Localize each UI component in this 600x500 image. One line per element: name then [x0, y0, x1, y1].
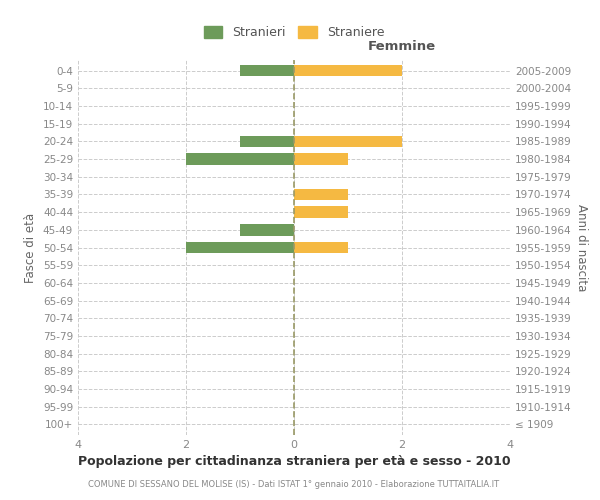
Bar [240, 224, 294, 235]
Bar [294, 136, 402, 147]
Bar [294, 154, 348, 165]
Text: COMUNE DI SESSANO DEL MOLISE (IS) - Dati ISTAT 1° gennaio 2010 - Elaborazione TU: COMUNE DI SESSANO DEL MOLISE (IS) - Dati… [88, 480, 500, 489]
Text: Femmine: Femmine [368, 40, 436, 52]
Y-axis label: Fasce di età: Fasce di età [25, 212, 37, 282]
Y-axis label: Anni di nascita: Anni di nascita [575, 204, 588, 291]
Bar [294, 188, 348, 200]
Bar [240, 136, 294, 147]
Bar [186, 242, 294, 253]
Bar [294, 65, 402, 76]
Bar [294, 206, 348, 218]
Bar [294, 242, 348, 253]
Bar [240, 65, 294, 76]
Text: Popolazione per cittadinanza straniera per età e sesso - 2010: Popolazione per cittadinanza straniera p… [77, 455, 511, 468]
Bar [186, 154, 294, 165]
Legend: Stranieri, Straniere: Stranieri, Straniere [199, 21, 389, 44]
